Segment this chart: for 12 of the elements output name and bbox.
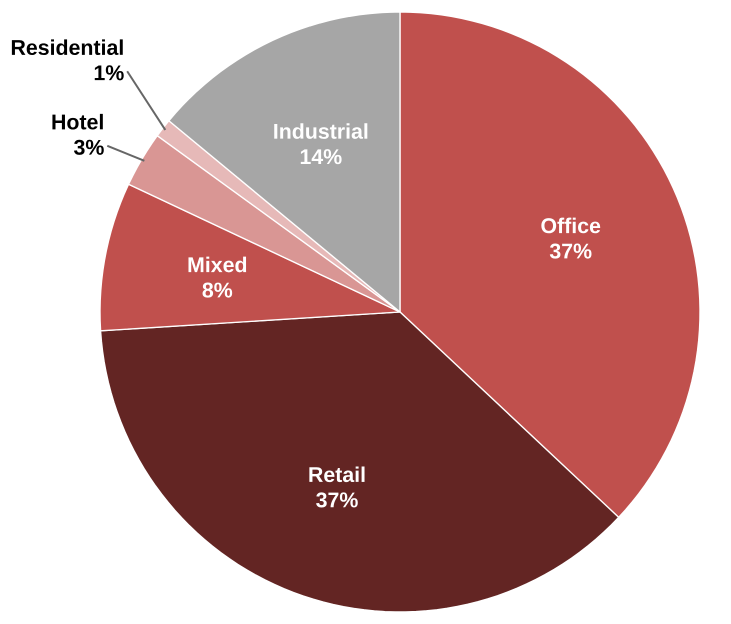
data-label: 1%: [94, 65, 124, 80]
slice-label: Hotel: [52, 114, 103, 130]
data-label: 14%: [300, 149, 342, 164]
slice-label: Retail: [309, 466, 365, 482]
slice-label: Office: [541, 218, 600, 234]
slice-label: Mixed: [188, 256, 246, 272]
data-label: 37%: [316, 492, 358, 508]
slice-label: Residential: [12, 39, 123, 56]
data-label: 3%: [74, 140, 104, 155]
data-label: 37%: [550, 244, 592, 259]
slice-label: Industrial: [274, 123, 368, 139]
data-label: 8%: [202, 282, 232, 298]
